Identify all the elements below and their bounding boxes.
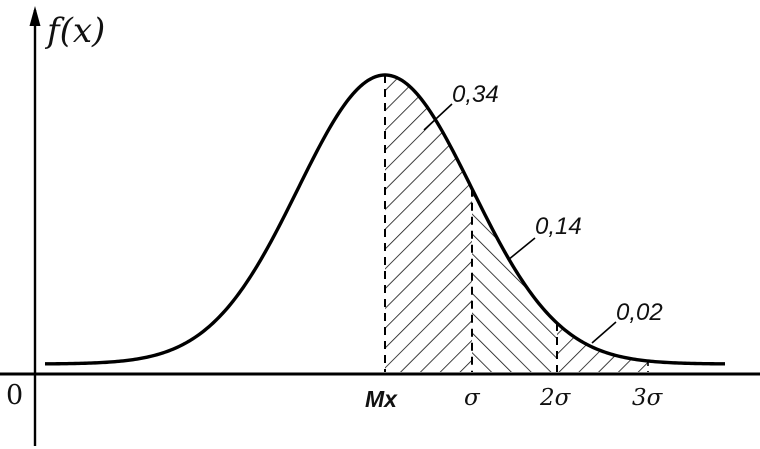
hatched-region-three-sigma (557, 323, 648, 372)
leader-line-002 (591, 321, 617, 344)
y-axis-label: f(x) (44, 11, 105, 51)
region-label-014: 0,14 (535, 213, 582, 240)
sigma-tick-label: σ (464, 385, 481, 411)
y-axis-arrow-icon (29, 6, 41, 26)
three-sigma-tick-label: 3σ (632, 385, 664, 411)
leader-line-014 (507, 237, 536, 261)
region-label-034: 0,34 (452, 81, 499, 108)
hatched-region-two-sigma (472, 188, 557, 372)
origin-label: 0 (6, 380, 23, 411)
two-sigma-tick-label: 2σ (539, 385, 572, 411)
hatched-region-one-sigma (385, 75, 472, 372)
mean-label: Mx (365, 386, 398, 412)
region-label-002: 0,02 (616, 299, 663, 326)
leader-line-034 (423, 103, 453, 131)
